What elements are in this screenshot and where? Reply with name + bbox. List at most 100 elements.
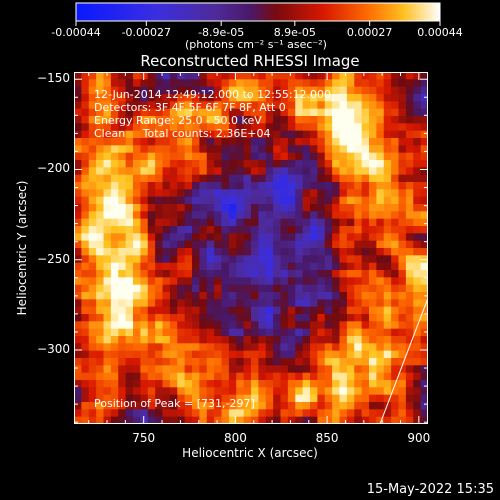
heatmap-cell	[177, 218, 186, 227]
heatmap-cell	[346, 387, 355, 396]
heatmap-cell	[295, 94, 304, 102]
heatmap-cell	[251, 196, 259, 205]
heatmap-cell	[206, 72, 215, 80]
heatmap-cell	[280, 314, 289, 322]
heatmap-cell	[228, 328, 237, 337]
heatmap-cell	[265, 284, 274, 293]
heatmap-cell	[88, 130, 97, 139]
heatmap-cell	[88, 101, 97, 110]
heatmap-cell	[221, 240, 230, 249]
heatmap-cell	[398, 277, 407, 286]
heatmap-cell	[398, 86, 407, 95]
heatmap-cell	[391, 328, 400, 337]
heatmap-cell	[162, 167, 171, 176]
heatmap-cell	[177, 226, 186, 234]
heatmap-cell	[125, 86, 134, 95]
heatmap-cell	[133, 365, 141, 374]
heatmap-cell	[265, 196, 274, 205]
heatmap-cell	[265, 167, 274, 176]
heatmap-cell	[310, 394, 318, 403]
heatmap-cell	[184, 292, 193, 300]
heatmap-cell	[251, 394, 259, 403]
heatmap-cell	[376, 204, 385, 212]
heatmap-cell	[147, 108, 156, 117]
heatmap-cell	[228, 189, 237, 198]
heatmap-cell	[339, 174, 348, 183]
heatmap-cell	[287, 116, 296, 124]
heatmap-cell	[125, 79, 134, 88]
heatmap-cell	[206, 270, 215, 278]
heatmap-cell	[317, 292, 326, 300]
heatmap-cell	[383, 248, 392, 256]
heatmap-cell	[376, 79, 385, 88]
heatmap-cell	[405, 138, 414, 146]
heatmap-cell	[214, 343, 223, 352]
heatmap-cell	[236, 138, 245, 146]
heatmap-cell	[302, 130, 311, 139]
heatmap-cell	[162, 233, 171, 242]
heatmap-cell	[243, 350, 252, 359]
heatmap-cell	[361, 86, 370, 95]
heatmap-cell	[147, 182, 156, 190]
heatmap-cell	[206, 277, 215, 286]
heatmap-cell	[420, 218, 428, 227]
heatmap-cell	[317, 336, 326, 344]
heatmap-cell	[243, 94, 252, 102]
heatmap-cell	[96, 79, 105, 88]
heatmap-cell	[228, 255, 237, 264]
heatmap-cell	[81, 182, 90, 190]
heatmap-cell	[287, 343, 296, 352]
heatmap-cell	[184, 255, 193, 264]
heatmap-cell	[265, 116, 274, 124]
heatmap-cell	[133, 226, 141, 234]
heatmap-cell	[302, 365, 311, 374]
heatmap-cell	[280, 409, 289, 418]
heatmap-cell	[376, 314, 385, 322]
heatmap-cell	[133, 189, 141, 198]
heatmap-cell	[420, 358, 428, 366]
heatmap-cell	[376, 138, 385, 146]
heatmap-cell	[147, 189, 156, 198]
heatmap-cell	[206, 196, 215, 205]
heatmap-cell	[317, 350, 326, 359]
heatmap-cell	[88, 409, 97, 418]
heatmap-cell	[147, 160, 156, 168]
heatmap-cell	[192, 196, 200, 205]
heatmap-cell	[405, 145, 414, 154]
heatmap-cell	[236, 372, 245, 381]
heatmap-cell	[302, 284, 311, 293]
heatmap-cell	[110, 365, 119, 374]
heatmap-cell	[147, 218, 156, 227]
heatmap-cell	[295, 284, 304, 293]
heatmap-cell	[169, 174, 178, 183]
heatmap-cell	[332, 130, 341, 139]
heatmap-cell	[110, 108, 119, 117]
heatmap-cell	[354, 240, 363, 249]
heatmap-cell	[81, 299, 90, 308]
heatmap-cell	[243, 189, 252, 198]
heatmap-cell	[162, 336, 171, 344]
heatmap-cell	[192, 284, 200, 293]
heatmap-cell	[251, 130, 259, 139]
heatmap-cell	[354, 189, 363, 198]
heatmap-cell	[324, 270, 333, 278]
heatmap-cell	[265, 218, 274, 227]
heatmap-cell	[265, 130, 274, 139]
heatmap-cell	[317, 255, 326, 264]
heatmap-cell	[405, 116, 414, 124]
heatmap-cell	[221, 350, 230, 359]
heatmap-cell	[361, 321, 370, 330]
heatmap-cell	[317, 248, 326, 256]
heatmap-cell	[184, 358, 193, 366]
heatmap-cell	[258, 123, 267, 132]
heatmap-cell	[354, 292, 363, 300]
heatmap-cell	[258, 358, 267, 366]
heatmap-cell	[310, 328, 318, 337]
heatmap-cell	[391, 343, 400, 352]
heatmap-cell	[383, 86, 392, 95]
heatmap-cell	[221, 101, 230, 110]
heatmap-cell	[391, 277, 400, 286]
heatmap-cell	[199, 160, 208, 168]
heatmap-cell	[376, 336, 385, 344]
heatmap-cell	[74, 108, 82, 117]
